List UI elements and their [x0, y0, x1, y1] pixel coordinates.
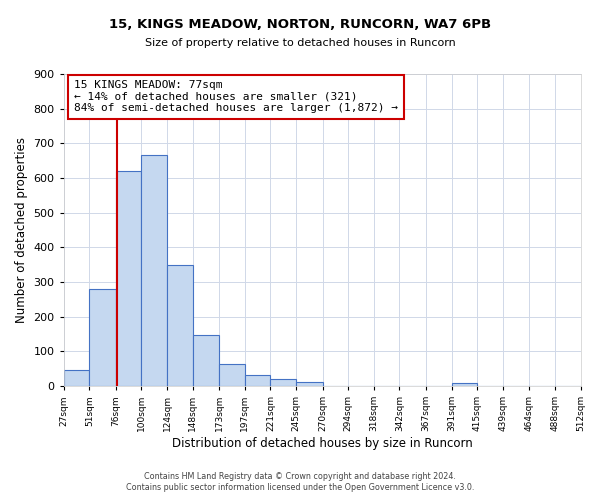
- Bar: [64, 370, 89, 386]
- Bar: [167, 266, 193, 386]
- Text: 15 KINGS MEADOW: 77sqm
← 14% of detached houses are smaller (321)
84% of semi-de: 15 KINGS MEADOW: 77sqm ← 14% of detached…: [74, 80, 398, 114]
- Bar: [219, 364, 245, 386]
- Bar: [89, 289, 116, 386]
- Bar: [142, 156, 167, 386]
- Text: Contains public sector information licensed under the Open Government Licence v3: Contains public sector information licen…: [126, 484, 474, 492]
- Y-axis label: Number of detached properties: Number of detached properties: [15, 137, 28, 323]
- Bar: [116, 171, 142, 386]
- Bar: [245, 375, 271, 386]
- Text: Contains HM Land Registry data © Crown copyright and database right 2024.: Contains HM Land Registry data © Crown c…: [144, 472, 456, 481]
- X-axis label: Distribution of detached houses by size in Runcorn: Distribution of detached houses by size …: [172, 437, 472, 450]
- Bar: [271, 379, 296, 386]
- Bar: [296, 382, 323, 386]
- Text: 15, KINGS MEADOW, NORTON, RUNCORN, WA7 6PB: 15, KINGS MEADOW, NORTON, RUNCORN, WA7 6…: [109, 18, 491, 30]
- Text: Size of property relative to detached houses in Runcorn: Size of property relative to detached ho…: [145, 38, 455, 48]
- Bar: [452, 384, 477, 386]
- Bar: [193, 334, 219, 386]
